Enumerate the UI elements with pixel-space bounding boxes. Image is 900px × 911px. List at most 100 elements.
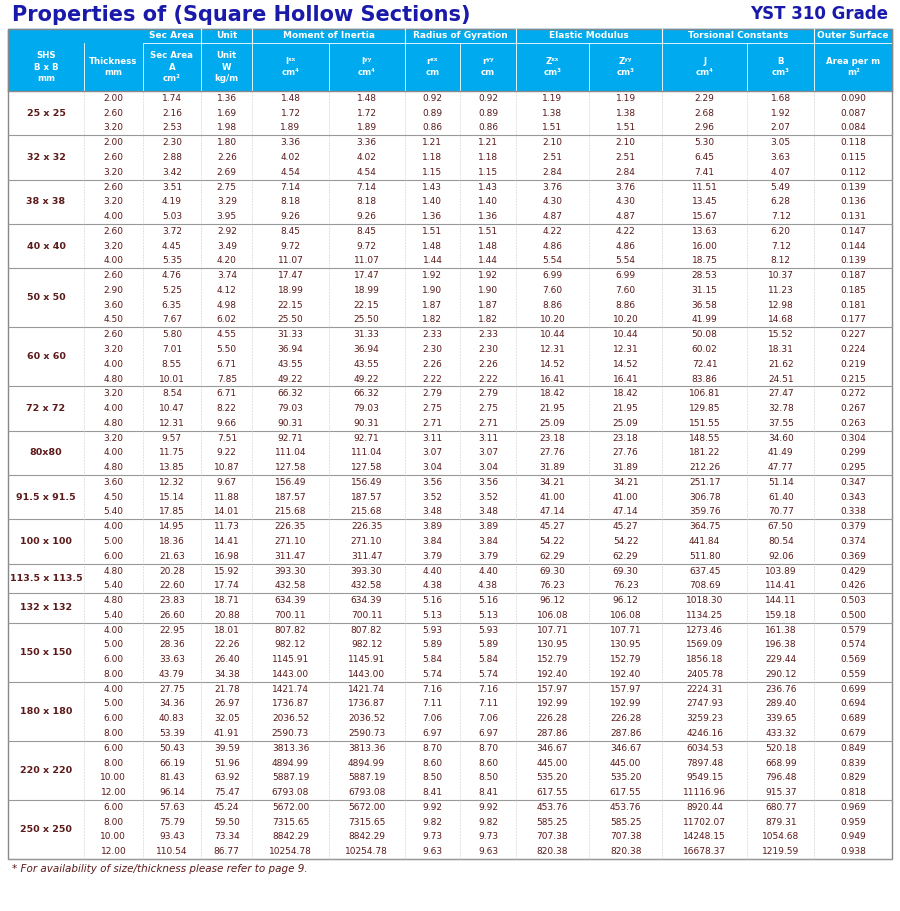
- Text: 1443.00: 1443.00: [272, 670, 309, 679]
- Text: 187.57: 187.57: [274, 493, 306, 502]
- Bar: [8, 239, 892, 253]
- Text: 27.76: 27.76: [540, 448, 565, 457]
- Text: 5.00: 5.00: [104, 700, 123, 709]
- Text: 3.89: 3.89: [478, 522, 498, 531]
- Text: 49.22: 49.22: [278, 374, 303, 384]
- Text: 90.31: 90.31: [277, 419, 303, 428]
- Text: Iˣˣ
cm⁴: Iˣˣ cm⁴: [282, 56, 300, 77]
- Text: 7897.48: 7897.48: [686, 759, 724, 767]
- Text: 3.95: 3.95: [217, 212, 237, 221]
- Text: 9.92: 9.92: [478, 803, 498, 812]
- Text: 4.20: 4.20: [217, 256, 237, 265]
- Text: 76.23: 76.23: [613, 581, 638, 590]
- Text: 148.55: 148.55: [688, 434, 720, 443]
- Text: 3.49: 3.49: [217, 241, 237, 251]
- Text: SHS
B x B
mm: SHS B x B mm: [33, 51, 58, 83]
- Text: 2.60: 2.60: [104, 153, 123, 162]
- Text: 0.579: 0.579: [841, 626, 866, 635]
- Text: 8.50: 8.50: [422, 773, 443, 783]
- Text: 3.29: 3.29: [217, 198, 237, 206]
- Text: 339.65: 339.65: [765, 714, 796, 723]
- Text: 8.41: 8.41: [422, 788, 443, 797]
- Text: 5.16: 5.16: [478, 596, 498, 605]
- Text: 5887.19: 5887.19: [348, 773, 385, 783]
- Text: 18.71: 18.71: [214, 596, 239, 605]
- Text: 41.00: 41.00: [613, 493, 638, 502]
- Text: 21.62: 21.62: [768, 360, 794, 369]
- Text: 5.40: 5.40: [104, 507, 123, 517]
- Text: 6.97: 6.97: [478, 729, 498, 738]
- Text: 226.28: 226.28: [610, 714, 642, 723]
- Text: 17.47: 17.47: [354, 271, 380, 280]
- Text: 6.00: 6.00: [104, 743, 123, 752]
- Text: 14.95: 14.95: [159, 522, 184, 531]
- Text: 6.00: 6.00: [104, 803, 123, 812]
- Text: 0.187: 0.187: [841, 271, 866, 280]
- Text: 18.42: 18.42: [540, 389, 565, 398]
- Text: 2036.52: 2036.52: [348, 714, 385, 723]
- Text: Unit: Unit: [216, 32, 238, 40]
- Text: Sec Area
A
cm²: Sec Area A cm²: [150, 51, 194, 83]
- Text: 49.22: 49.22: [354, 374, 379, 384]
- Text: 393.30: 393.30: [351, 567, 382, 576]
- Text: 226.35: 226.35: [351, 522, 382, 531]
- Text: 1.19: 1.19: [616, 94, 635, 103]
- Bar: [8, 342, 892, 357]
- Text: 43.55: 43.55: [354, 360, 380, 369]
- Text: 287.86: 287.86: [536, 729, 568, 738]
- Text: 156.49: 156.49: [274, 478, 306, 486]
- Text: 229.44: 229.44: [765, 655, 796, 664]
- Text: 8842.29: 8842.29: [348, 833, 385, 842]
- Text: 4.76: 4.76: [162, 271, 182, 280]
- Text: 453.76: 453.76: [610, 803, 642, 812]
- Text: 0.181: 0.181: [841, 301, 866, 310]
- Text: 2590.73: 2590.73: [348, 729, 385, 738]
- Text: 17.85: 17.85: [159, 507, 184, 517]
- Text: 1.18: 1.18: [422, 153, 443, 162]
- Text: 12.31: 12.31: [540, 345, 565, 354]
- Text: 1145.91: 1145.91: [272, 655, 309, 664]
- Text: 96.12: 96.12: [613, 596, 638, 605]
- Text: 0.849: 0.849: [841, 743, 866, 752]
- Text: 0.569: 0.569: [841, 655, 866, 664]
- Text: 287.86: 287.86: [610, 729, 642, 738]
- Text: 181.22: 181.22: [689, 448, 720, 457]
- Text: 3.07: 3.07: [422, 448, 443, 457]
- Text: 60 x 60: 60 x 60: [27, 353, 66, 362]
- Text: 0.147: 0.147: [841, 227, 866, 236]
- Text: 2.22: 2.22: [478, 374, 498, 384]
- Text: 62.29: 62.29: [540, 552, 565, 561]
- Text: 0.938: 0.938: [841, 847, 866, 856]
- Text: 11.75: 11.75: [159, 448, 184, 457]
- Text: 47.14: 47.14: [540, 507, 565, 517]
- Text: 0.949: 0.949: [841, 833, 866, 842]
- Text: 11702.07: 11702.07: [683, 817, 726, 826]
- Text: 2.75: 2.75: [217, 182, 237, 191]
- Text: 982.12: 982.12: [274, 640, 306, 650]
- Text: YST 310 Grade: YST 310 Grade: [750, 5, 888, 23]
- Text: 6.00: 6.00: [104, 714, 123, 723]
- Text: 3.36: 3.36: [356, 138, 376, 148]
- Text: 0.144: 0.144: [841, 241, 866, 251]
- Bar: [8, 814, 892, 829]
- Text: 432.58: 432.58: [274, 581, 306, 590]
- Bar: [8, 667, 892, 681]
- Text: 1.36: 1.36: [422, 212, 443, 221]
- Text: 1018.30: 1018.30: [686, 596, 724, 605]
- Text: 32.05: 32.05: [214, 714, 239, 723]
- Text: 26.60: 26.60: [159, 610, 184, 619]
- Text: 1273.46: 1273.46: [686, 626, 724, 635]
- Text: 7.16: 7.16: [422, 685, 443, 693]
- Text: 4.02: 4.02: [356, 153, 376, 162]
- Text: 10.37: 10.37: [768, 271, 794, 280]
- Text: 3.36: 3.36: [281, 138, 301, 148]
- Text: 111.04: 111.04: [351, 448, 382, 457]
- Text: 0.969: 0.969: [841, 803, 866, 812]
- Text: 8.41: 8.41: [478, 788, 498, 797]
- Text: 220 x 220: 220 x 220: [20, 766, 72, 775]
- Text: 11.07: 11.07: [277, 256, 303, 265]
- Text: 1.48: 1.48: [281, 94, 301, 103]
- Text: 2.71: 2.71: [422, 419, 443, 428]
- Text: 4.86: 4.86: [616, 241, 635, 251]
- Text: 3.56: 3.56: [422, 478, 443, 486]
